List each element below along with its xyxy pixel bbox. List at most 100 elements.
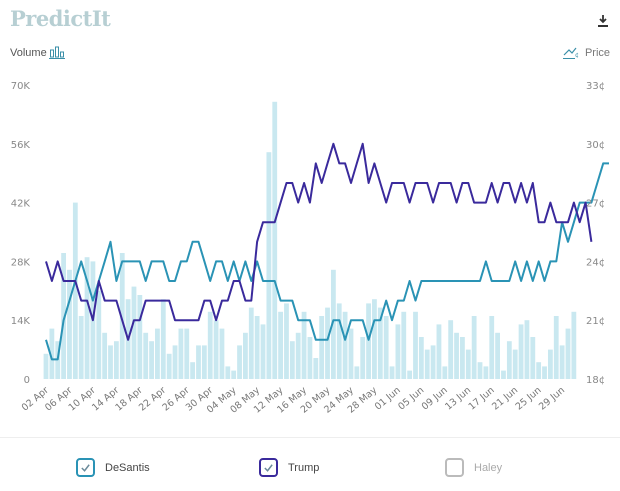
price-tick-label: 33¢ [586,81,605,92]
volume-bar [231,370,237,379]
volume-bar [225,366,231,379]
volume-bar [160,299,166,379]
volume-bar [372,299,377,379]
volume-bar [237,345,242,379]
svg-text:¢: ¢ [575,52,579,59]
volume-tick-label: 42K [11,199,31,210]
desantis-checkbox[interactable] [76,458,95,477]
predictit-logo: PredictIt [10,6,111,31]
date-tick-label: 05 Jun [396,385,426,413]
volume-bar [319,316,325,379]
volume-bar [360,337,366,379]
checkmark-icon [81,464,90,472]
volume-bar [547,349,553,379]
volume-bar [84,257,90,379]
volume-bar [489,316,495,379]
volume-bar [354,366,360,379]
bar-chart-icon [48,46,65,59]
volume-bar [471,316,477,379]
volume-bar [96,290,102,379]
volume-bar [272,101,278,380]
price-volume-chart: 0 14K 28K 42K 56K 70K 18¢ 21¢ 24¢ 27¢ 30¢ 33¢ 02 A… [11,81,609,416]
trump-price-line [45,142,593,341]
legend-item-haley[interactable]: Haley [445,458,502,477]
volume-bar [131,286,137,379]
haley-checkbox[interactable] [445,458,464,477]
volume-bar [207,311,213,379]
volume-bar [530,337,536,379]
date-tick-label: 01 Jun [373,385,403,413]
volume-bar [448,320,454,379]
volume-bars [43,101,577,380]
price-axis-toggle[interactable]: ¢ Price [562,46,610,59]
volume-bar [213,320,219,379]
legend: DeSantis Trump Haley [0,437,620,491]
volume-bar [383,316,389,379]
download-icon[interactable] [596,14,610,28]
date-tick-label: 13 Jun [443,385,473,413]
volume-tick-label: 14K [11,316,31,327]
volume-bar [389,366,395,379]
volume-bar [436,324,442,379]
volume-bar [559,345,565,379]
volume-bar [524,320,530,379]
volume-bar [571,311,577,379]
volume-bar [454,332,459,379]
price-tick-label: 21¢ [586,316,605,327]
volume-bar [243,332,248,379]
volume-bar [108,345,113,379]
volume-bar [295,332,301,379]
volume-bar [418,337,424,379]
legend-item-trump[interactable]: Trump [259,458,319,477]
date-tick-label: 25 Jun [514,385,544,413]
volume-bar [430,345,436,379]
volume-bar [166,353,172,379]
volume-bar [401,311,407,379]
volume-bar [501,370,506,379]
volume-bar [307,337,313,379]
price-tick-label: 24¢ [586,257,605,268]
volume-bar [201,345,207,379]
trump-checkbox[interactable] [259,458,278,477]
volume-bar [413,311,418,379]
volume-bar [336,303,342,379]
volume-tick-label: 28K [11,257,31,268]
volume-bar [248,307,254,379]
volume-bar [395,324,401,379]
price-tick-label: 18¢ [586,375,605,386]
volume-tick-label: 56K [11,140,31,151]
volume-bar [348,328,354,379]
volume-tick-label: 70K [11,81,31,92]
volume-bar [172,345,178,379]
volume-bar [190,362,196,379]
volume-bar [342,311,348,379]
volume-bar [407,370,413,379]
volume-bar [184,328,190,379]
volume-bar [72,202,78,379]
date-tick-label: 29 Jun [537,385,567,413]
volume-bar [477,362,483,379]
volume-bar [149,341,154,379]
date-tick-label: 09 Jun [420,385,450,413]
volume-bar [506,341,512,379]
volume-bar [113,341,119,379]
legend-item-desantis[interactable]: DeSantis [76,458,150,477]
volume-bar [483,366,489,379]
volume-bar [289,341,295,379]
volume-bar [143,332,149,379]
volume-bar [313,358,319,379]
legend-label-trump: Trump [288,461,320,474]
volume-bar [442,366,448,379]
volume-bar [284,303,289,379]
volume-axis-toggle[interactable]: Volume [10,46,65,59]
volume-bar [366,303,371,379]
price-label: Price [584,46,610,59]
volume-axis-ticks: 0 14K 28K 42K 56K 70K [11,81,31,386]
volume-bar [518,324,524,379]
volume-tick-label: 0 [24,375,30,386]
volume-bar [155,328,160,379]
volume-bar [178,328,184,379]
volume-bar [512,349,518,379]
